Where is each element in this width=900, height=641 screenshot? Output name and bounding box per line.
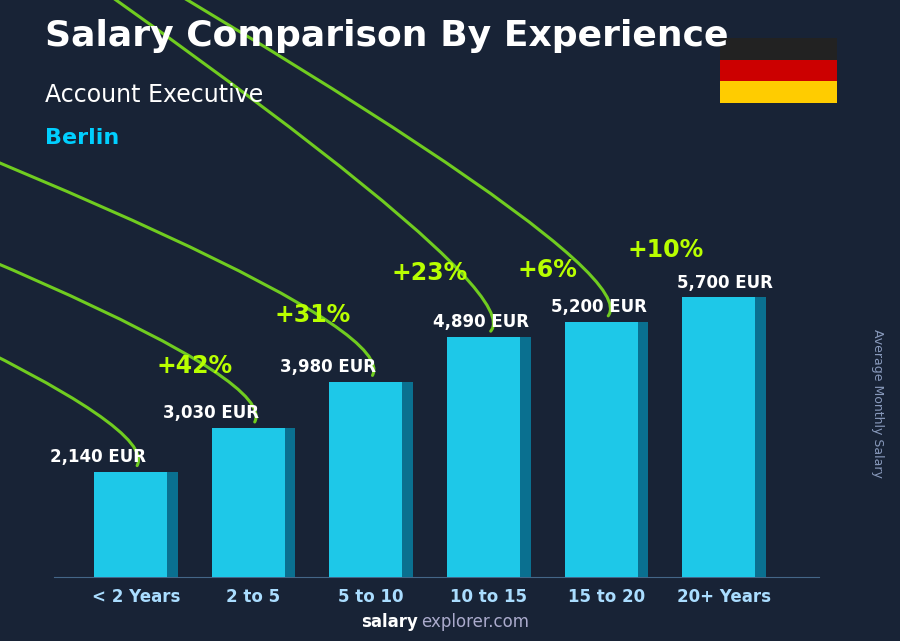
Bar: [447, 337, 520, 577]
Text: +6%: +6%: [518, 258, 578, 282]
Bar: [329, 382, 402, 577]
Text: +10%: +10%: [627, 238, 704, 262]
Bar: [720, 81, 837, 103]
Polygon shape: [167, 472, 177, 577]
Bar: [94, 472, 167, 577]
Bar: [212, 428, 284, 577]
Text: Average Monthly Salary: Average Monthly Salary: [871, 329, 884, 478]
Text: 5,200 EUR: 5,200 EUR: [551, 298, 647, 316]
Text: explorer.com: explorer.com: [421, 613, 529, 631]
Bar: [682, 297, 755, 577]
Text: salary: salary: [362, 613, 418, 631]
Text: 5,700 EUR: 5,700 EUR: [677, 274, 773, 292]
Text: 3,030 EUR: 3,030 EUR: [163, 404, 258, 422]
Text: 2,140 EUR: 2,140 EUR: [50, 448, 146, 466]
Text: +23%: +23%: [392, 261, 468, 285]
Polygon shape: [755, 297, 766, 577]
Text: 4,890 EUR: 4,890 EUR: [433, 313, 529, 331]
Bar: [565, 322, 638, 577]
Text: +42%: +42%: [157, 354, 233, 378]
Polygon shape: [638, 322, 648, 577]
Polygon shape: [520, 337, 531, 577]
Text: Account Executive: Account Executive: [45, 83, 263, 107]
Bar: [720, 38, 837, 60]
Text: +31%: +31%: [274, 303, 350, 327]
Polygon shape: [284, 428, 295, 577]
Text: 3,980 EUR: 3,980 EUR: [280, 358, 376, 376]
Bar: [720, 60, 837, 81]
Polygon shape: [402, 382, 413, 577]
Text: Berlin: Berlin: [45, 128, 119, 148]
Text: Salary Comparison By Experience: Salary Comparison By Experience: [45, 19, 728, 53]
